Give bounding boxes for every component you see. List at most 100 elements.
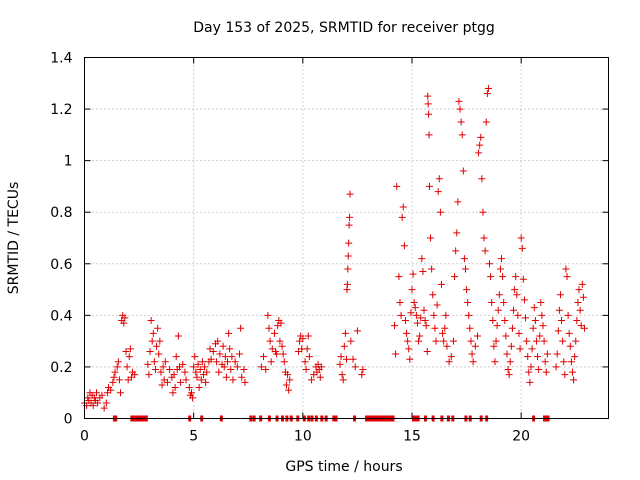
data-point	[411, 304, 419, 312]
data-point	[559, 337, 567, 345]
data-point	[527, 363, 535, 371]
data-point	[285, 386, 293, 394]
data-point	[347, 337, 355, 345]
data-point	[579, 293, 587, 301]
data-point	[202, 378, 210, 386]
data-point	[267, 358, 275, 366]
data-point	[500, 298, 508, 306]
data-point	[227, 366, 235, 374]
data-point	[543, 350, 551, 358]
data-point	[172, 353, 180, 361]
data-point	[480, 234, 488, 242]
data-point	[190, 363, 198, 371]
data-point	[163, 378, 171, 386]
data-point	[93, 389, 101, 397]
data-point	[424, 92, 432, 100]
data-point	[526, 378, 534, 386]
data-point	[422, 322, 430, 330]
x-axis-ticks: 0 5 10 15 20	[80, 57, 530, 445]
data-point	[346, 213, 354, 221]
data-point	[225, 329, 233, 337]
x-axis-title: GPS time / hours	[285, 459, 402, 475]
data-point	[236, 350, 244, 358]
data-point	[536, 332, 544, 340]
data-point	[434, 188, 442, 196]
data-point	[532, 337, 540, 345]
y-tick-label: 0	[64, 412, 73, 428]
data-point	[440, 337, 448, 345]
data-point	[89, 402, 97, 410]
data-point	[344, 252, 352, 260]
data-point	[359, 366, 367, 374]
data-point	[393, 182, 401, 190]
data-point	[120, 319, 128, 327]
data-points	[81, 84, 588, 412]
data-point	[159, 363, 167, 371]
data-point	[179, 360, 187, 368]
data-point	[111, 368, 119, 376]
data-point	[409, 270, 417, 278]
data-point	[114, 358, 122, 366]
data-point	[558, 317, 566, 325]
data-point	[572, 337, 580, 345]
data-point	[282, 381, 290, 389]
data-point	[191, 353, 199, 361]
data-point	[542, 368, 550, 376]
data-point	[343, 355, 350, 363]
data-point	[524, 353, 532, 361]
data-point	[156, 337, 164, 345]
data-point	[576, 306, 584, 314]
data-point	[573, 317, 581, 325]
data-point	[149, 329, 157, 337]
data-point	[265, 324, 273, 332]
data-point	[405, 345, 413, 353]
data-point	[421, 317, 429, 325]
data-point	[425, 182, 433, 190]
data-point	[580, 324, 588, 332]
data-point	[476, 141, 484, 149]
data-point	[177, 378, 185, 386]
data-point	[443, 342, 451, 350]
y-tick-label: 0.6	[50, 257, 72, 273]
data-point	[488, 298, 496, 306]
data-point	[317, 363, 325, 371]
data-point	[508, 324, 516, 332]
data-point	[457, 118, 465, 126]
data-point	[512, 273, 520, 281]
data-point	[221, 353, 229, 361]
data-point	[571, 353, 579, 361]
data-point	[151, 366, 159, 374]
data-point	[458, 131, 466, 139]
data-point	[439, 329, 447, 337]
data-point	[301, 358, 309, 366]
data-point	[554, 327, 562, 335]
data-point	[417, 314, 425, 322]
data-point	[122, 347, 130, 355]
data-point	[419, 268, 427, 276]
data-point	[158, 381, 166, 389]
data-point	[431, 324, 439, 332]
data-point	[432, 337, 440, 345]
data-point	[266, 337, 274, 345]
y-axis-ticks: 0 0.2 0.4 0.6 0.8 1 1.2 1.4	[50, 51, 609, 428]
data-point	[483, 90, 491, 98]
data-point	[435, 175, 443, 183]
data-point	[487, 273, 495, 281]
data-point	[345, 239, 353, 247]
data-point	[408, 286, 416, 294]
data-point	[436, 208, 444, 216]
data-point	[410, 298, 418, 306]
data-point	[174, 332, 182, 340]
data-point	[478, 175, 486, 183]
data-point	[510, 306, 518, 314]
data-point	[494, 306, 502, 314]
data-point	[482, 118, 490, 126]
data-point	[424, 100, 432, 108]
data-point	[181, 368, 189, 376]
data-point	[278, 342, 286, 350]
data-point	[416, 332, 424, 340]
data-point	[406, 355, 414, 363]
y-axis-title: SRMTID / TECUs	[6, 182, 22, 295]
data-point	[98, 391, 106, 399]
data-point	[506, 358, 514, 366]
